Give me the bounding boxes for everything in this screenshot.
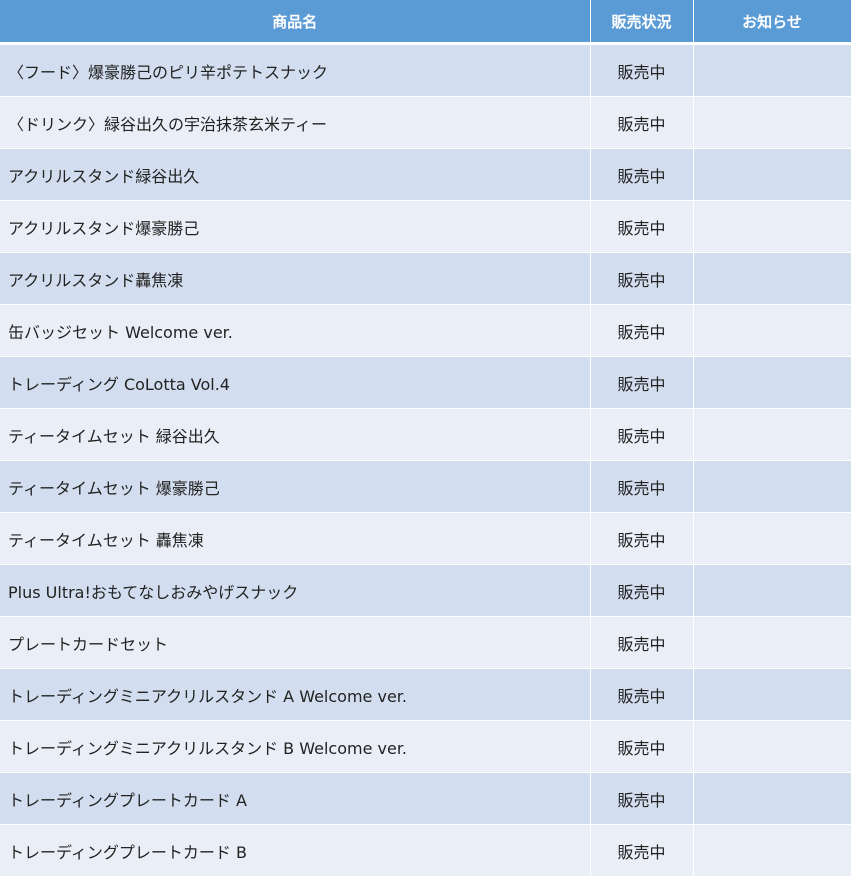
- sales-status-cell: 販売中: [590, 460, 694, 513]
- table-row: トレーディングプレートカード A 販売中: [0, 772, 851, 825]
- sales-status-cell: 販売中: [590, 252, 694, 305]
- product-name-cell: アクリルスタンド緑谷出久: [0, 148, 591, 201]
- notice-cell: [693, 772, 851, 825]
- product-name-cell: ティータイムセット 轟焦凍: [0, 512, 591, 565]
- table-row: トレーディングミニアクリルスタンド B Welcome ver. 販売中: [0, 720, 851, 773]
- header-product-name: 商品名: [0, 0, 591, 45]
- notice-cell: [693, 720, 851, 773]
- table-row: ティータイムセット 爆豪勝己 販売中: [0, 460, 851, 513]
- product-name-cell: ティータイムセット 緑谷出久: [0, 408, 591, 461]
- table-row: ティータイムセット 轟焦凍 販売中: [0, 512, 851, 565]
- sales-status-cell: 販売中: [590, 356, 694, 409]
- table-row: アクリルスタンド轟焦凍 販売中: [0, 252, 851, 305]
- product-name-cell: ティータイムセット 爆豪勝己: [0, 460, 591, 513]
- sales-status-cell: 販売中: [590, 148, 694, 201]
- notice-cell: [693, 200, 851, 253]
- product-name-cell: プレートカードセット: [0, 616, 591, 669]
- product-name-cell: トレーディングプレートカード B: [0, 824, 591, 877]
- sales-status-cell: 販売中: [590, 720, 694, 773]
- header-notice: お知らせ: [693, 0, 851, 45]
- notice-cell: [693, 824, 851, 877]
- product-name-cell: アクリルスタンド轟焦凍: [0, 252, 591, 305]
- notice-cell: [693, 512, 851, 565]
- table-row: アクリルスタンド爆豪勝己 販売中: [0, 200, 851, 253]
- header-row: 商品名 販売状況 お知らせ: [0, 0, 851, 45]
- sales-status-cell: 販売中: [590, 772, 694, 825]
- sales-status-cell: 販売中: [590, 824, 694, 877]
- table-row: 缶バッジセット Welcome ver. 販売中: [0, 304, 851, 357]
- sales-status-cell: 販売中: [590, 408, 694, 461]
- product-name-cell: トレーディングミニアクリルスタンド B Welcome ver.: [0, 720, 591, 773]
- table-row: ティータイムセット 緑谷出久 販売中: [0, 408, 851, 461]
- sales-status-cell: 販売中: [590, 512, 694, 565]
- sales-status-cell: 販売中: [590, 304, 694, 357]
- header-sales-status: 販売状況: [590, 0, 694, 45]
- notice-cell: [693, 356, 851, 409]
- notice-cell: [693, 43, 851, 97]
- notice-cell: [693, 304, 851, 357]
- product-name-cell: アクリルスタンド爆豪勝己: [0, 200, 591, 253]
- notice-cell: [693, 252, 851, 305]
- table-row: アクリルスタンド緑谷出久 販売中: [0, 148, 851, 201]
- table-row: 〈ドリンク〉緑谷出久の宇治抹茶玄米ティー 販売中: [0, 96, 851, 149]
- table-row: 〈フード〉爆豪勝己のピリ辛ポテトスナック 販売中: [0, 43, 851, 97]
- product-name-cell: Plus Ultra!おもてなしおみやげスナック: [0, 564, 591, 617]
- notice-cell: [693, 460, 851, 513]
- table-row: トレーディングプレートカード B 販売中: [0, 824, 851, 877]
- notice-cell: [693, 96, 851, 149]
- product-name-cell: トレーディングミニアクリルスタンド A Welcome ver.: [0, 668, 591, 721]
- notice-cell: [693, 564, 851, 617]
- sales-status-cell: 販売中: [590, 668, 694, 721]
- sales-status-cell: 販売中: [590, 96, 694, 149]
- table-row: Plus Ultra!おもてなしおみやげスナック 販売中: [0, 564, 851, 617]
- sales-status-cell: 販売中: [590, 43, 694, 97]
- table-row: トレーディング CoLotta Vol.4 販売中: [0, 356, 851, 409]
- sales-status-cell: 販売中: [590, 200, 694, 253]
- product-name-cell: 〈ドリンク〉緑谷出久の宇治抹茶玄米ティー: [0, 96, 591, 149]
- notice-cell: [693, 408, 851, 461]
- product-name-cell: トレーディングプレートカード A: [0, 772, 591, 825]
- notice-cell: [693, 148, 851, 201]
- sales-status-cell: 販売中: [590, 616, 694, 669]
- notice-cell: [693, 668, 851, 721]
- product-name-cell: 缶バッジセット Welcome ver.: [0, 304, 591, 357]
- notice-cell: [693, 616, 851, 669]
- sales-status-cell: 販売中: [590, 564, 694, 617]
- product-name-cell: トレーディング CoLotta Vol.4: [0, 356, 591, 409]
- table-row: トレーディングミニアクリルスタンド A Welcome ver. 販売中: [0, 668, 851, 721]
- product-name-cell: 〈フード〉爆豪勝己のピリ辛ポテトスナック: [0, 43, 591, 97]
- table-row: プレートカードセット 販売中: [0, 616, 851, 669]
